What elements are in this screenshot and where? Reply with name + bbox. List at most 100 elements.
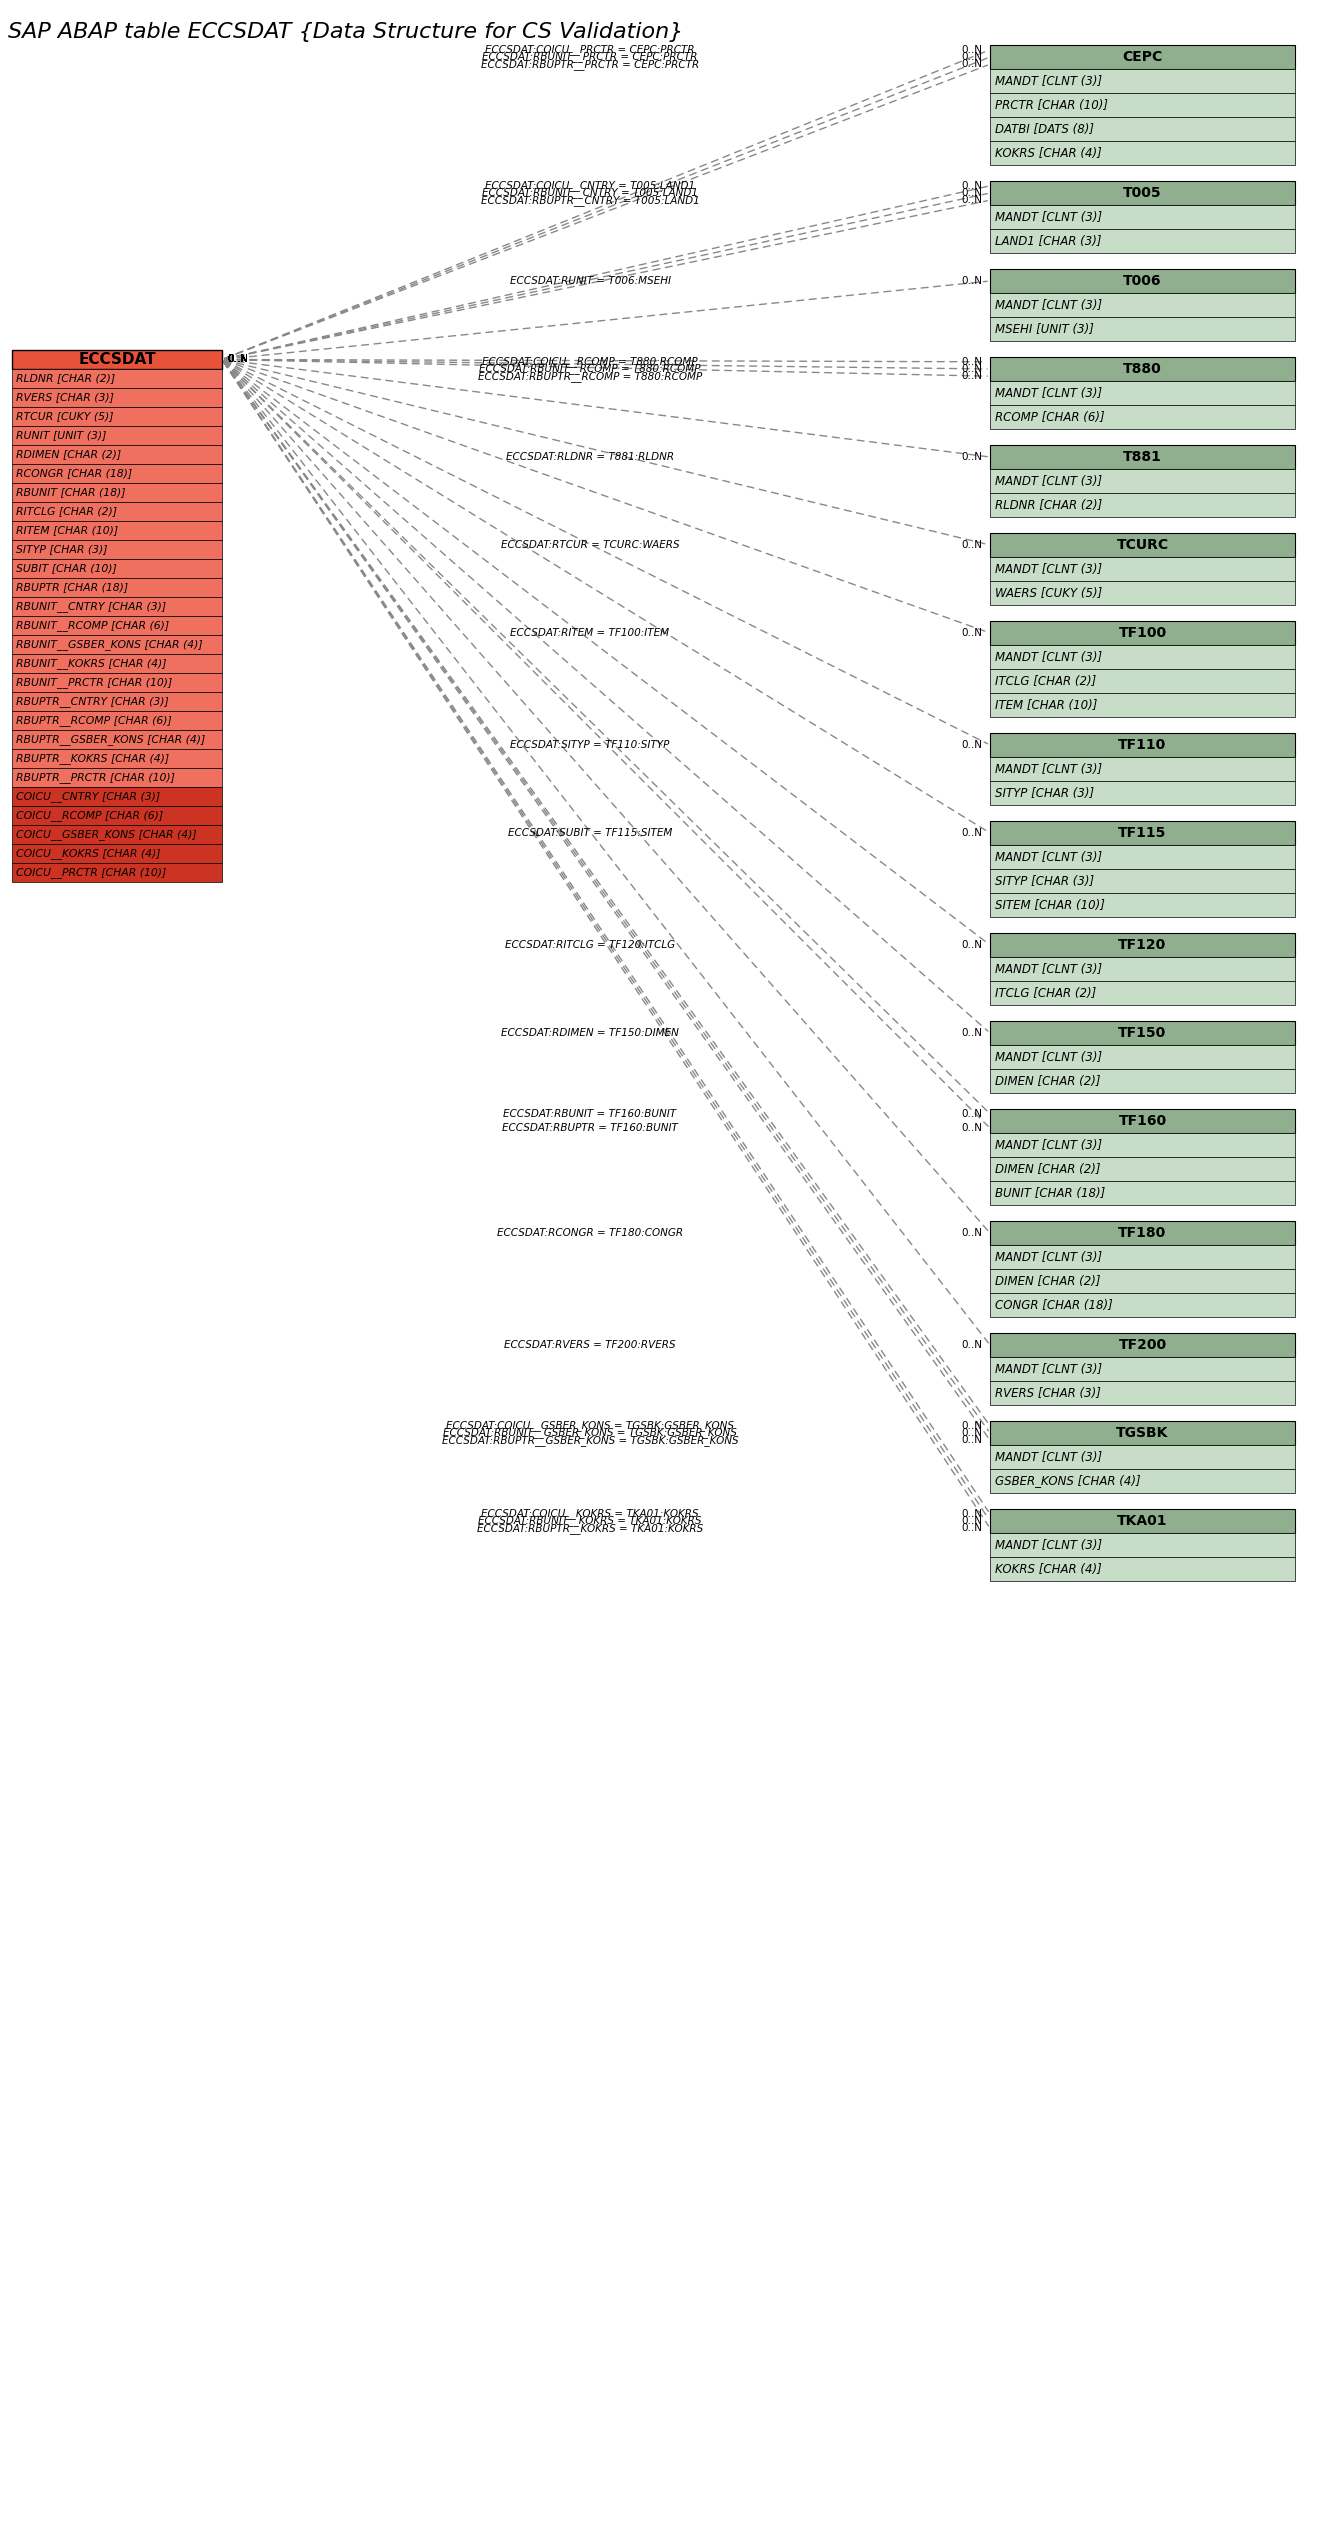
Text: ECCSDAT:SUBIT = TF115:SITEM: ECCSDAT:SUBIT = TF115:SITEM: [508, 827, 673, 837]
Text: ECCSDAT:RCONGR = TF180:CONGR: ECCSDAT:RCONGR = TF180:CONGR: [497, 1228, 683, 1238]
Text: ECCSDAT:RBUNIT__KOKRS = TKA01:KOKRS: ECCSDAT:RBUNIT__KOKRS = TKA01:KOKRS: [479, 1515, 702, 1525]
Text: SAP ABAP table ECCSDAT {Data Structure for CS Validation}: SAP ABAP table ECCSDAT {Data Structure f…: [8, 23, 683, 43]
Text: 0..N: 0..N: [227, 355, 248, 366]
Text: ITCLG [CHAR (2)]: ITCLG [CHAR (2)]: [995, 986, 1096, 998]
Bar: [991, 870, 1295, 892]
Bar: [12, 711, 222, 731]
Bar: [991, 620, 1295, 645]
Text: MANDT [CLNT (3)]: MANDT [CLNT (3)]: [995, 76, 1103, 88]
Text: 0..N: 0..N: [227, 355, 248, 366]
Bar: [991, 358, 1295, 381]
Text: MANDT [CLNT (3)]: MANDT [CLNT (3)]: [995, 1250, 1103, 1263]
Text: ECCSDAT:RBUNIT__GSBER_KONS = TGSBK:GSBER_KONS: ECCSDAT:RBUNIT__GSBER_KONS = TGSBK:GSBER…: [443, 1427, 737, 1439]
Text: ITEM [CHAR (10)]: ITEM [CHAR (10)]: [995, 698, 1097, 711]
Bar: [991, 645, 1295, 668]
Text: 0..N: 0..N: [227, 355, 248, 366]
Text: 0..N: 0..N: [227, 355, 248, 366]
Bar: [12, 691, 222, 711]
Text: ECCSDAT:COICU__GSBER_KONS = TGSBK:GSBER_KONS: ECCSDAT:COICU__GSBER_KONS = TGSBK:GSBER_…: [446, 1419, 733, 1432]
Text: 0..N: 0..N: [227, 355, 248, 366]
Text: GSBER_KONS [CHAR (4)]: GSBER_KONS [CHAR (4)]: [995, 1475, 1141, 1487]
Text: 0..N: 0..N: [227, 355, 248, 366]
Text: 0..N: 0..N: [227, 355, 248, 366]
Text: T005: T005: [1124, 187, 1162, 199]
Bar: [991, 1382, 1295, 1404]
Bar: [991, 1069, 1295, 1094]
Text: SITEM [CHAR (10)]: SITEM [CHAR (10)]: [995, 897, 1105, 913]
Text: 0..N: 0..N: [962, 275, 983, 285]
Bar: [12, 787, 222, 807]
Text: TF180: TF180: [1119, 1225, 1166, 1240]
Bar: [12, 539, 222, 560]
Text: 0..N: 0..N: [227, 355, 248, 366]
Text: MANDT [CLNT (3)]: MANDT [CLNT (3)]: [995, 1361, 1103, 1376]
Text: ECCSDAT:RBUPTR = TF160:BUNIT: ECCSDAT:RBUPTR = TF160:BUNIT: [503, 1124, 678, 1134]
Text: TF200: TF200: [1119, 1339, 1166, 1351]
Bar: [12, 388, 222, 406]
Bar: [991, 1293, 1295, 1316]
Text: 0..N: 0..N: [962, 371, 983, 381]
Bar: [991, 1132, 1295, 1157]
Text: ECCSDAT:RTCUR = TCURC:WAERS: ECCSDAT:RTCUR = TCURC:WAERS: [501, 539, 679, 550]
Bar: [991, 1558, 1295, 1581]
Text: 0..N: 0..N: [962, 741, 983, 751]
Text: RITEM [CHAR (10)]: RITEM [CHAR (10)]: [16, 524, 119, 534]
Text: COICU__RCOMP [CHAR (6)]: COICU__RCOMP [CHAR (6)]: [16, 809, 164, 822]
Text: RTCUR [CUKY (5)]: RTCUR [CUKY (5)]: [16, 411, 113, 421]
Text: BUNIT [CHAR (18)]: BUNIT [CHAR (18)]: [995, 1187, 1105, 1200]
Text: ECCSDAT:RBUNIT = TF160:BUNIT: ECCSDAT:RBUNIT = TF160:BUNIT: [504, 1109, 677, 1119]
Text: ECCSDAT:RBUPTR__RCOMP = T880:RCOMP: ECCSDAT:RBUPTR__RCOMP = T880:RCOMP: [477, 371, 702, 381]
Bar: [991, 204, 1295, 229]
Text: ECCSDAT:RUNIT = T006:MSEHI: ECCSDAT:RUNIT = T006:MSEHI: [509, 275, 670, 285]
Bar: [991, 141, 1295, 164]
Text: RBUPTR__KOKRS [CHAR (4)]: RBUPTR__KOKRS [CHAR (4)]: [16, 754, 169, 764]
Text: 0..N: 0..N: [227, 355, 248, 366]
Bar: [12, 673, 222, 691]
Text: 0..N: 0..N: [962, 189, 983, 199]
Bar: [12, 464, 222, 484]
Text: 0..N: 0..N: [227, 355, 248, 366]
Text: 0..N: 0..N: [962, 628, 983, 638]
Text: 0..N: 0..N: [227, 355, 248, 366]
Text: MANDT [CLNT (3)]: MANDT [CLNT (3)]: [995, 1139, 1103, 1152]
Text: 0..N: 0..N: [962, 1508, 983, 1518]
Text: 0..N: 0..N: [962, 451, 983, 461]
Bar: [991, 580, 1295, 605]
Bar: [991, 292, 1295, 318]
Text: ECCSDAT:RBUPTR__KOKRS = TKA01:KOKRS: ECCSDAT:RBUPTR__KOKRS = TKA01:KOKRS: [477, 1523, 703, 1533]
Text: 0..N: 0..N: [227, 355, 248, 366]
Text: MANDT [CLNT (3)]: MANDT [CLNT (3)]: [995, 963, 1103, 976]
Text: 0..N: 0..N: [962, 182, 983, 192]
Text: RBUPTR__PRCTR [CHAR (10)]: RBUPTR__PRCTR [CHAR (10)]: [16, 771, 175, 784]
Text: RBUNIT__PRCTR [CHAR (10)]: RBUNIT__PRCTR [CHAR (10)]: [16, 678, 173, 688]
Text: TGSBK: TGSBK: [1116, 1427, 1169, 1439]
Text: MANDT [CLNT (3)]: MANDT [CLNT (3)]: [995, 386, 1103, 398]
Bar: [12, 807, 222, 824]
Text: RITCLG [CHAR (2)]: RITCLG [CHAR (2)]: [16, 507, 117, 517]
Text: COICU__GSBER_KONS [CHAR (4)]: COICU__GSBER_KONS [CHAR (4)]: [16, 829, 197, 839]
Text: RBUPTR__CNTRY [CHAR (3)]: RBUPTR__CNTRY [CHAR (3)]: [16, 696, 169, 706]
Text: 0..N: 0..N: [227, 355, 248, 366]
Bar: [991, 892, 1295, 918]
Bar: [991, 494, 1295, 517]
Bar: [991, 1157, 1295, 1180]
Text: 0..N: 0..N: [227, 355, 248, 366]
Text: 0..N: 0..N: [227, 355, 248, 366]
Bar: [12, 824, 222, 845]
Bar: [991, 1470, 1295, 1492]
Text: RCONGR [CHAR (18)]: RCONGR [CHAR (18)]: [16, 469, 132, 479]
Bar: [991, 1334, 1295, 1356]
Text: MANDT [CLNT (3)]: MANDT [CLNT (3)]: [995, 761, 1103, 776]
Bar: [12, 635, 222, 653]
Bar: [12, 484, 222, 502]
Text: ECCSDAT:RBUPTR__CNTRY = T005:LAND1: ECCSDAT:RBUPTR__CNTRY = T005:LAND1: [480, 194, 699, 207]
Bar: [991, 981, 1295, 1006]
Bar: [991, 68, 1295, 93]
Text: CEPC: CEPC: [1122, 50, 1162, 63]
Text: RLDNR [CHAR (2)]: RLDNR [CHAR (2)]: [995, 499, 1103, 512]
Bar: [991, 756, 1295, 782]
Text: RBUPTR__RCOMP [CHAR (6)]: RBUPTR__RCOMP [CHAR (6)]: [16, 716, 171, 726]
Text: 0..N: 0..N: [962, 45, 983, 55]
Bar: [991, 1356, 1295, 1382]
Text: ECCSDAT:COICU__PRCTR = CEPC:PRCTR: ECCSDAT:COICU__PRCTR = CEPC:PRCTR: [485, 45, 695, 55]
